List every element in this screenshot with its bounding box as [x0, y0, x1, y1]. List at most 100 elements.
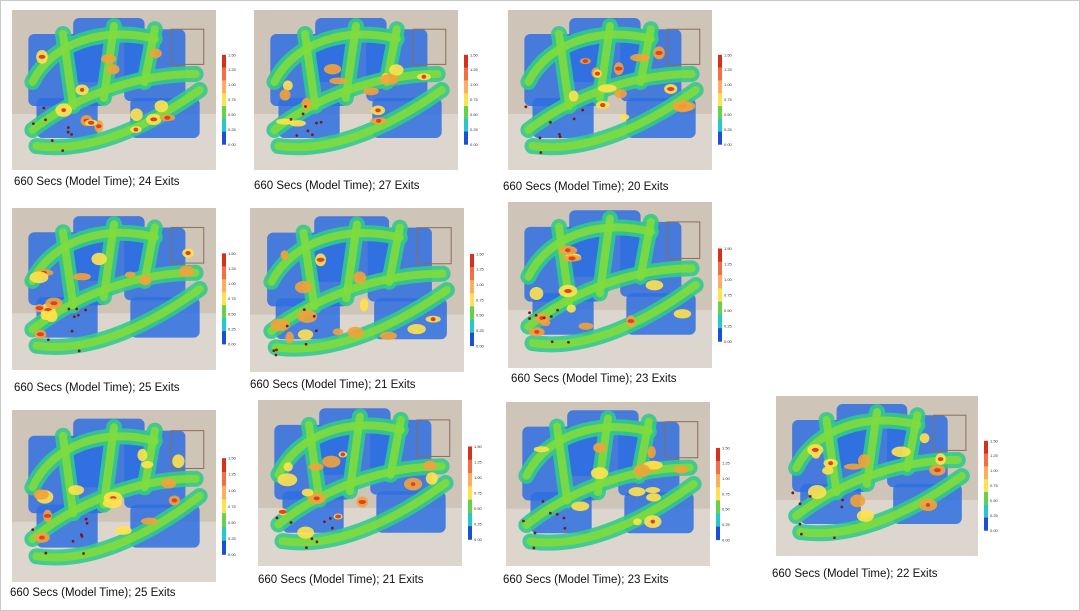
- heatmap-panel: 1.50 1.25 1.00 0.75 0.50 0.25 0.00: [508, 202, 738, 368]
- svg-text:1.00: 1.00: [724, 82, 733, 87]
- svg-text:1.00: 1.00: [722, 476, 731, 481]
- svg-text:0.50: 0.50: [228, 311, 237, 316]
- svg-text:1.25: 1.25: [474, 459, 483, 464]
- svg-text:0.25: 0.25: [228, 326, 237, 331]
- svg-text:0.25: 0.25: [724, 127, 733, 132]
- svg-text:0.25: 0.25: [476, 328, 485, 333]
- svg-text:1.50: 1.50: [724, 246, 733, 251]
- svg-text:0.50: 0.50: [722, 507, 731, 512]
- svg-text:0.25: 0.25: [990, 513, 999, 518]
- heatmap-image: 1.50 1.25 1.00 0.75 0.50 0.25 0.00: [776, 396, 999, 556]
- svg-text:0.00: 0.00: [476, 343, 485, 348]
- svg-text:1.50: 1.50: [228, 52, 237, 57]
- svg-text:0.75: 0.75: [990, 483, 999, 488]
- svg-text:1.50: 1.50: [724, 52, 733, 57]
- svg-text:1.50: 1.50: [474, 444, 483, 449]
- svg-text:1.00: 1.00: [476, 282, 485, 287]
- svg-text:0.75: 0.75: [228, 97, 237, 102]
- svg-text:0.25: 0.25: [722, 522, 731, 527]
- heatmap-panel: 1.50 1.25 1.00 0.75 0.50 0.25 0.00: [258, 400, 488, 566]
- heatmap-panel: 1.50 1.25 1.00 0.75 0.50 0.25 0.00: [254, 10, 484, 170]
- svg-text:0.50: 0.50: [990, 498, 999, 503]
- heatmap-image: 1.50 1.25 1.00 0.75 0.50 0.25 0.00: [12, 10, 237, 170]
- panel-caption: 660 Secs (Model Time); 25 Exits: [10, 587, 176, 599]
- svg-text:1.25: 1.25: [724, 67, 733, 72]
- svg-text:1.50: 1.50: [722, 445, 731, 450]
- svg-text:0.75: 0.75: [724, 292, 733, 297]
- svg-text:0.25: 0.25: [470, 127, 479, 132]
- svg-text:0.00: 0.00: [470, 142, 479, 147]
- svg-text:1.50: 1.50: [228, 251, 237, 256]
- heatmap-panel: 1.50 1.25 1.00 0.75 0.50 0.25 0.00: [12, 10, 242, 170]
- svg-text:0.75: 0.75: [470, 97, 479, 102]
- svg-text:0.25: 0.25: [228, 536, 237, 541]
- heatmap-panel: 1.50 1.25 1.00 0.75 0.50 0.25 0.00: [508, 10, 738, 170]
- heatmap-image: 1.50 1.25 1.00 0.75 0.50 0.25 0.00: [506, 402, 731, 566]
- svg-text:1.50: 1.50: [990, 438, 999, 443]
- svg-text:0.50: 0.50: [474, 506, 483, 511]
- svg-text:1.00: 1.00: [228, 82, 237, 87]
- heatmap-panel: 1.50 1.25 1.00 0.75 0.50 0.25 0.00: [250, 208, 490, 372]
- heatmap-image: 1.50 1.25 1.00 0.75 0.50 0.25 0.00: [258, 400, 483, 566]
- svg-text:0.50: 0.50: [228, 112, 237, 117]
- svg-text:0.50: 0.50: [476, 313, 485, 318]
- svg-text:1.25: 1.25: [724, 261, 733, 266]
- svg-text:0.50: 0.50: [470, 112, 479, 117]
- svg-text:0.00: 0.00: [228, 552, 237, 557]
- heatmap-panel: 1.50 1.25 1.00 0.75 0.50 0.25 0.00: [12, 208, 242, 370]
- panel-caption: 660 Secs (Model Time); 21 Exits: [250, 379, 416, 391]
- heatmap-image: 1.50 1.25 1.00 0.75 0.50 0.25 0.00: [12, 208, 237, 370]
- panel-caption: 660 Secs (Model Time); 23 Exits: [511, 373, 677, 385]
- svg-text:0.75: 0.75: [722, 491, 731, 496]
- svg-text:1.25: 1.25: [476, 267, 485, 272]
- heatmap-image: 1.50 1.25 1.00 0.75 0.50 0.25 0.00: [250, 208, 485, 372]
- svg-text:1.00: 1.00: [474, 475, 483, 480]
- svg-text:1.50: 1.50: [228, 456, 237, 461]
- svg-text:1.25: 1.25: [228, 472, 237, 477]
- heatmap-panel: 1.50 1.25 1.00 0.75 0.50 0.25 0.00: [12, 410, 242, 582]
- svg-text:0.00: 0.00: [228, 142, 237, 147]
- panel-caption: 660 Secs (Model Time); 22 Exits: [772, 568, 938, 580]
- svg-text:0.75: 0.75: [228, 296, 237, 301]
- panel-caption: 660 Secs (Model Time); 24 Exits: [14, 176, 180, 188]
- panel-caption: 660 Secs (Model Time); 23 Exits: [503, 574, 669, 586]
- svg-text:0.25: 0.25: [724, 323, 733, 328]
- svg-text:0.25: 0.25: [474, 521, 483, 526]
- svg-text:1.00: 1.00: [724, 277, 733, 282]
- svg-text:1.25: 1.25: [722, 461, 731, 466]
- svg-text:0.25: 0.25: [228, 127, 237, 132]
- svg-text:0.00: 0.00: [474, 537, 483, 542]
- svg-text:1.25: 1.25: [228, 266, 237, 271]
- heatmap-image: 1.50 1.25 1.00 0.75 0.50 0.25 0.00: [12, 410, 237, 582]
- heatmap-image: 1.50 1.25 1.00 0.75 0.50 0.25 0.00: [508, 10, 733, 170]
- panel-caption: 660 Secs (Model Time); 25 Exits: [14, 382, 180, 394]
- svg-text:1.25: 1.25: [990, 453, 999, 458]
- heatmap-panel: 1.50 1.25 1.00 0.75 0.50 0.25 0.00: [506, 402, 736, 566]
- svg-text:0.00: 0.00: [724, 142, 733, 147]
- panel-caption: 660 Secs (Model Time); 27 Exits: [254, 180, 420, 192]
- svg-text:1.50: 1.50: [476, 251, 485, 256]
- svg-text:0.75: 0.75: [228, 504, 237, 509]
- svg-text:0.00: 0.00: [724, 339, 733, 344]
- svg-text:1.25: 1.25: [228, 67, 237, 72]
- svg-text:1.00: 1.00: [470, 82, 479, 87]
- heatmap-image: 1.50 1.25 1.00 0.75 0.50 0.25 0.00: [254, 10, 479, 170]
- svg-text:0.50: 0.50: [228, 520, 237, 525]
- svg-text:0.75: 0.75: [476, 297, 485, 302]
- svg-text:0.50: 0.50: [724, 308, 733, 313]
- svg-text:0.00: 0.00: [990, 528, 999, 533]
- svg-text:0.75: 0.75: [474, 490, 483, 495]
- svg-text:0.00: 0.00: [722, 537, 731, 542]
- svg-text:0.75: 0.75: [724, 97, 733, 102]
- svg-text:1.00: 1.00: [990, 468, 999, 473]
- svg-text:1.25: 1.25: [470, 67, 479, 72]
- panel-caption: 660 Secs (Model Time); 20 Exits: [503, 181, 669, 193]
- panel-caption: 660 Secs (Model Time); 21 Exits: [258, 574, 424, 586]
- heatmap-image: 1.50 1.25 1.00 0.75 0.50 0.25 0.00: [508, 202, 733, 368]
- svg-text:0.50: 0.50: [724, 112, 733, 117]
- svg-text:0.00: 0.00: [228, 342, 237, 347]
- heatmap-panel: 1.50 1.25 1.00 0.75 0.50 0.25 0.00: [776, 396, 1004, 556]
- svg-text:1.50: 1.50: [470, 52, 479, 57]
- svg-text:1.00: 1.00: [228, 488, 237, 493]
- svg-text:1.00: 1.00: [228, 281, 237, 286]
